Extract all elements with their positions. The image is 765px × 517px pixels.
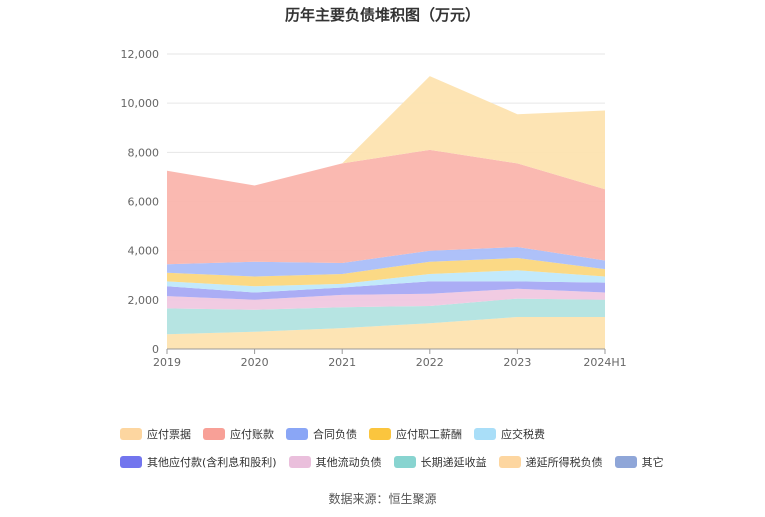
legend-item[interactable]: 应交税费 [474, 426, 545, 442]
y-tick-label: 2,000 [128, 294, 160, 307]
x-tick-label: 2022 [416, 356, 444, 369]
legend-item[interactable]: 递延所得税负债 [498, 454, 603, 470]
legend-item[interactable]: 其他流动负债 [288, 454, 382, 470]
legend-label: 应交税费 [501, 428, 545, 441]
series-area-6 [167, 258, 605, 287]
legend-item[interactable]: 应付票据 [120, 426, 191, 442]
y-tick-label: 8,000 [128, 146, 160, 159]
legend-label: 应付账款 [230, 428, 274, 441]
legend-label: 合同负债 [313, 428, 357, 441]
legend-swatch [369, 428, 391, 440]
series-area-9 [167, 76, 605, 190]
data-source-note: 数据来源：恒生聚源 [328, 492, 437, 506]
legend-swatch [393, 456, 416, 468]
legend-item[interactable]: 其它 [614, 454, 664, 470]
y-tick-label: 0 [152, 343, 159, 356]
series-area-4 [167, 281, 605, 300]
legend-row-1: 应付票据 应付账款 合同负债 应付职工薪酬 应交税费 [120, 425, 700, 443]
legend-row-2: 其他应付款(含利息和股利) 其他流动负债 长期递延收益 递延所得税负债 其它 [120, 453, 700, 471]
legend-swatch [120, 456, 142, 468]
series-area-7 [167, 247, 605, 277]
series-area-3 [167, 288, 605, 310]
legend-swatch [286, 428, 308, 440]
legend-swatch [474, 428, 496, 440]
x-tick-label: 2020 [241, 356, 269, 369]
series-area-2 [167, 298, 605, 335]
series-area-8 [167, 149, 605, 265]
y-tick-label: 4,000 [128, 245, 160, 258]
legend-item[interactable]: 应付职工薪酬 [369, 426, 462, 442]
legend-item[interactable]: 合同负债 [286, 426, 357, 442]
legend-label: 其它 [641, 456, 664, 469]
x-tick-label: 2021 [328, 356, 356, 369]
legend-item[interactable]: 长期递延收益 [393, 454, 487, 470]
legend: 应付票据 应付账款 合同负债 应付职工薪酬 应交税费 其他应付款(含利息和股利) 其他流动… [120, 425, 700, 481]
y-tick-label: 10,000 [121, 97, 160, 110]
legend-swatch [614, 456, 637, 468]
series-area-1 [167, 317, 605, 349]
legend-label: 长期递延收益 [420, 456, 487, 469]
legend-item[interactable]: 应付账款 [203, 426, 274, 442]
x-tick-label: 2019 [153, 356, 181, 369]
x-tick-label: 2024H1 [583, 356, 626, 369]
legend-label: 应付票据 [147, 428, 191, 441]
stacked-area-chart: 0 2,000 4,000 6,000 8,000 10,000 12,000 2019 202… [121, 48, 627, 369]
legend-swatch [203, 428, 225, 440]
y-tick-label: 12,000 [121, 48, 160, 61]
y-tick-label: 6,000 [128, 196, 160, 209]
legend-label: 递延所得税负债 [525, 456, 603, 469]
legend-label: 其他流动负债 [315, 456, 382, 469]
legend-swatch [120, 428, 142, 440]
legend-item[interactable]: 其他应付款(含利息和股利) [120, 454, 277, 470]
x-tick-label: 2023 [503, 356, 531, 369]
legend-label: 其他应付款(含利息和股利) [147, 456, 277, 469]
legend-swatch [288, 456, 311, 468]
chart-title: 历年主要负债堆积图（万元） [284, 6, 480, 24]
series-area-5 [167, 270, 605, 293]
legend-label: 应付职工薪酬 [396, 428, 462, 441]
legend-swatch [498, 456, 521, 468]
